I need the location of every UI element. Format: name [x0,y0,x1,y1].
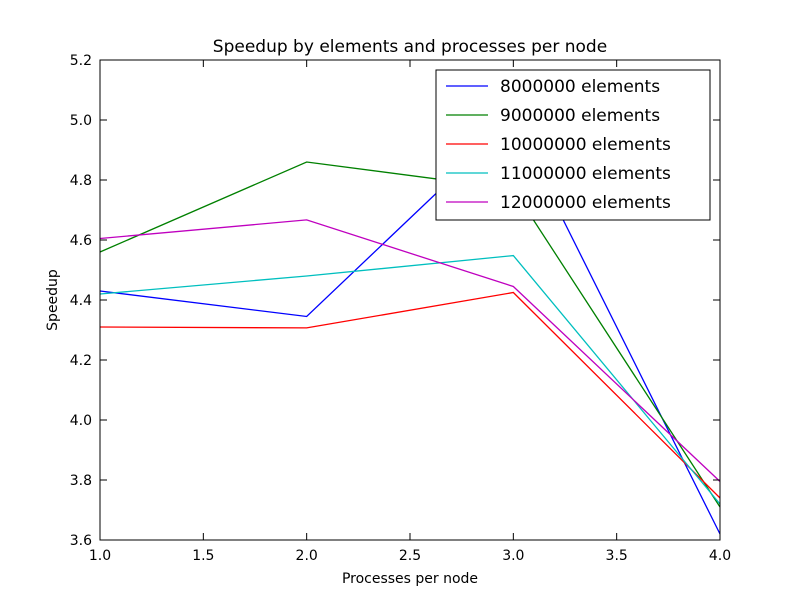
series-line-2 [99,291,721,499]
series-line-1 [99,161,721,508]
x-tick-label: 2.0 [296,548,318,564]
y-tick-label: 5.2 [70,53,92,69]
series-line-3 [99,254,721,505]
y-tick-label: 3.8 [70,473,92,489]
legend-label-4: 12000000 elements [500,193,671,213]
legend-label-2: 10000000 elements [500,135,671,155]
series-line-0 [99,118,721,535]
legend-label-0: 8000000 elements [500,77,660,97]
y-tick-label: 4.0 [70,413,92,429]
chart-title: Speedup by elements and processes per no… [213,37,607,57]
x-tick-label: 4.0 [709,548,731,564]
y-tick-label: 4.6 [70,233,92,249]
y-tick-label: 4.8 [70,173,92,189]
y-tick-label: 4.4 [70,293,92,309]
series-layer [99,118,721,535]
x-tick-label: 1.5 [192,548,214,564]
y-tick-label: 5.0 [70,113,92,129]
y-axis-title: Speedup [45,269,61,331]
x-tick-label: 3.5 [606,548,628,564]
x-axis-title: Processes per node [342,571,478,587]
y-tick-label: 4.2 [70,353,92,369]
x-tick-label: 1.0 [89,548,111,564]
series-line-4 [99,219,721,482]
y-tick-label: 3.6 [70,533,92,549]
legend-label-3: 11000000 elements [500,164,671,184]
ticks-layer: 1.0 1.5 2.0 2.5 3.0 3.5 4.0 3.6 3.8 4.0 4.2 4.4 4.6 4… [70,53,731,564]
x-tick-label: 3.0 [502,548,524,564]
legend-box [435,69,711,221]
legend: 8000000 elements 9000000 elements 10000000… [435,69,711,221]
legend-label-1: 9000000 elements [500,106,660,126]
x-tick-label: 2.5 [399,548,421,564]
